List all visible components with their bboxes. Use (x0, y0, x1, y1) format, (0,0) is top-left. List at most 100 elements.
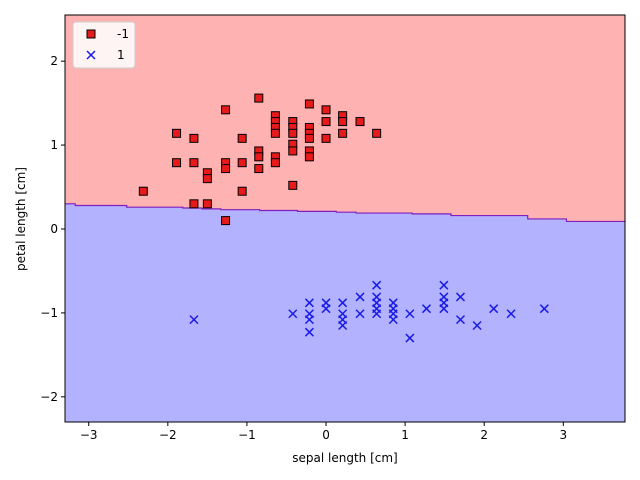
data-point-x (455, 292, 466, 302)
y-tick-label: 0 (50, 222, 58, 236)
data-point-x (388, 315, 398, 325)
data-point-square (321, 105, 331, 115)
data-point-x-stroke (455, 292, 466, 302)
data-point-square (254, 152, 264, 162)
data-point-x-stroke (321, 304, 331, 314)
data-point-x (405, 333, 415, 343)
x-axis-label: sepal length [cm] (292, 451, 397, 465)
data-point-square (288, 180, 298, 190)
data-point-square (221, 164, 231, 174)
data-point-x-stroke (388, 315, 398, 325)
data-point-x-stroke (304, 327, 314, 337)
y-tick-label: −2 (40, 390, 58, 404)
data-point-x (304, 315, 314, 325)
data-point-x (539, 304, 549, 314)
data-point-square (172, 158, 182, 168)
data-point-square (221, 216, 231, 226)
data-point-square (270, 158, 280, 168)
data-point-square (321, 117, 331, 127)
data-point-square (189, 199, 199, 209)
data-point-x-stroke (304, 298, 314, 308)
data-point-x-stroke (355, 309, 365, 319)
plot-area (65, 15, 626, 422)
data-point-x (439, 304, 449, 314)
data-point-x (338, 320, 348, 331)
data-point-x (455, 315, 466, 325)
data-point-x-stroke (421, 304, 431, 314)
data-point-x-stroke (439, 280, 449, 290)
data-point-square (304, 152, 314, 162)
data-point-x (405, 309, 415, 319)
legend-label: -1 (117, 27, 129, 41)
data-point-square (189, 133, 199, 143)
data-point-square (288, 146, 298, 156)
data-point-x (189, 315, 199, 325)
legend-marker-x-stroke (86, 50, 96, 60)
data-point-x-stroke (338, 298, 348, 308)
legend-marker-x (86, 50, 96, 60)
data-point-square (338, 128, 348, 138)
data-point-x (372, 280, 382, 290)
axes: −3 −2 −1 0 1 2 3 −2 −1 0 1 2 (40, 14, 626, 442)
data-point-x-stroke (372, 309, 382, 319)
data-point-x (304, 327, 314, 337)
data-point-square (189, 158, 199, 168)
data-point-x (338, 298, 348, 308)
legend-marker-square (86, 29, 96, 39)
data-point-x (439, 280, 449, 290)
x-tick-label: 1 (401, 428, 409, 442)
data-point-square (372, 128, 382, 138)
y-tick-label: 2 (50, 54, 58, 68)
x-tick-label: 3 (559, 428, 567, 442)
axes-frame (64, 14, 626, 423)
x-tick-label: −1 (238, 428, 256, 442)
data-point-square (321, 133, 331, 143)
data-point-square (304, 133, 314, 143)
data-point-square (355, 117, 365, 127)
x-tick-label: −3 (80, 428, 98, 442)
data-point-square (304, 99, 314, 109)
data-point-square (202, 199, 212, 209)
legend-label: 1 (117, 48, 125, 62)
data-point-x-stroke (405, 309, 415, 319)
data-point-x (372, 309, 382, 319)
x-tick-label: 2 (480, 428, 488, 442)
data-point-x (288, 309, 298, 319)
data-point-x-stroke (355, 292, 365, 302)
data-point-x-stroke (189, 315, 199, 325)
data-point-x-stroke (338, 320, 348, 331)
data-point-x-stroke (489, 304, 499, 314)
data-point-x (472, 320, 482, 331)
data-point-x-stroke (372, 280, 382, 290)
data-point-x (506, 309, 516, 319)
data-point-x-stroke (405, 333, 415, 343)
data-point-x-stroke (472, 320, 482, 331)
data-point-x (489, 304, 499, 314)
data-point-square (237, 186, 247, 196)
data-point-x-stroke (304, 315, 314, 325)
data-point-square (254, 93, 264, 103)
data-point-x-stroke (439, 304, 449, 314)
legend: -1 1 (72, 21, 136, 69)
data-point-x (355, 292, 365, 302)
data-point-x-stroke (288, 309, 298, 319)
data-point-square (270, 128, 280, 138)
data-point-x (421, 304, 431, 314)
data-point-square (202, 174, 212, 184)
data-point-square (254, 164, 264, 174)
decision-boundary-line (65, 203, 626, 223)
data-point-square (138, 186, 148, 196)
data-point-x (321, 304, 331, 314)
data-point-square (221, 105, 231, 115)
y-tick-label: 1 (50, 138, 58, 152)
data-point-square (237, 158, 247, 168)
x-tick-label: −2 (159, 428, 177, 442)
decision-region-class-1 (65, 203, 625, 422)
data-point-x-stroke (539, 304, 549, 314)
data-point-square (237, 133, 247, 143)
x-tick-label: 0 (322, 428, 330, 442)
data-point-square (338, 117, 348, 127)
data-point-x (304, 298, 314, 308)
data-point-x (355, 309, 365, 319)
data-point-square (172, 128, 182, 138)
